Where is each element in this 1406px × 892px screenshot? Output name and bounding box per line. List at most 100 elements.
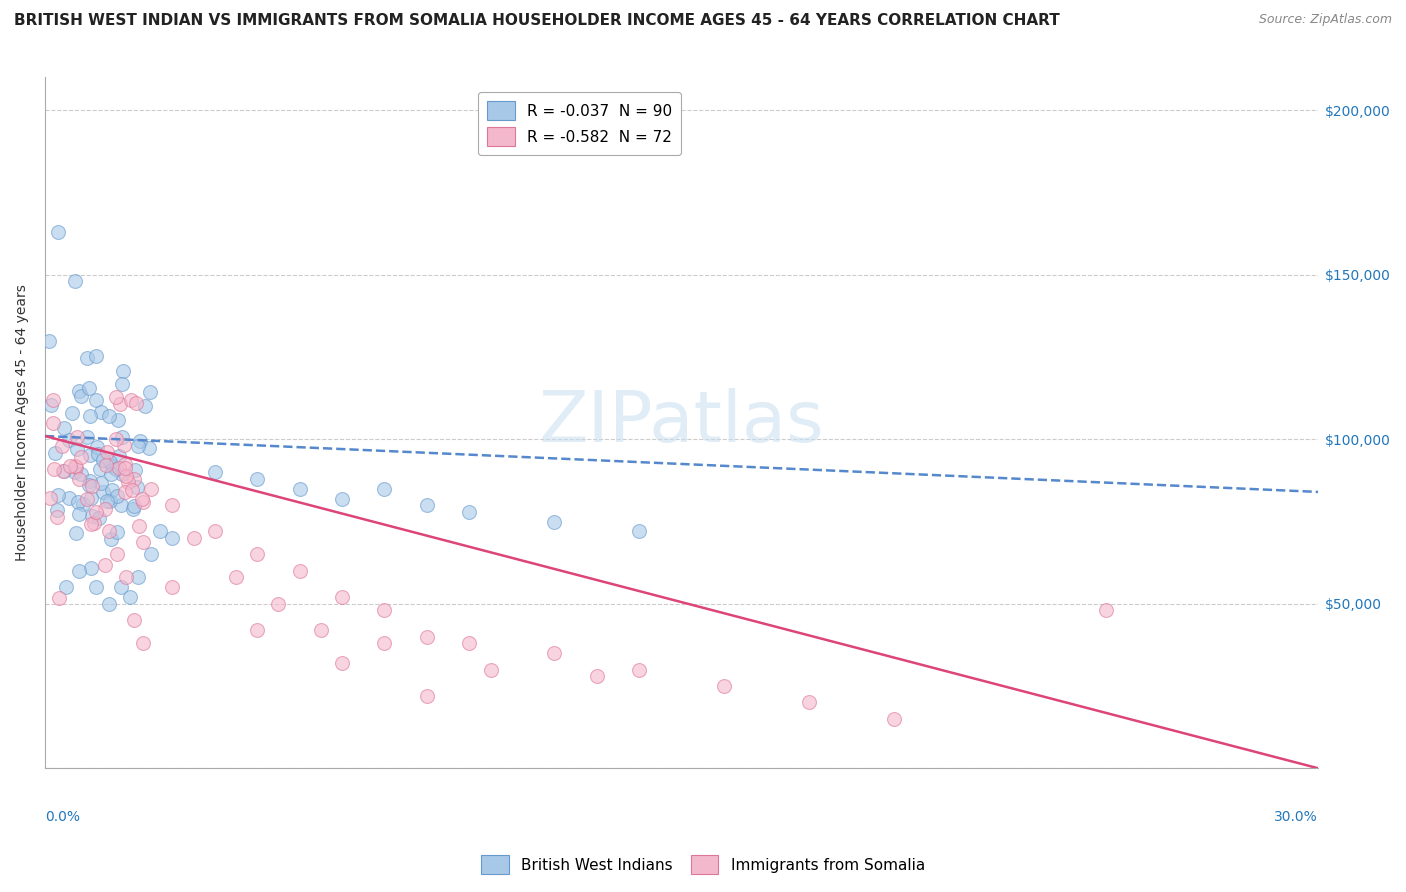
- Point: [131, 636, 153, 650]
- Point: [373, 603, 395, 617]
- Point: [115, 469, 138, 483]
- Point: [97, 524, 120, 539]
- Point: [110, 499, 132, 513]
- Point: [84, 580, 107, 594]
- Point: [80, 479, 103, 493]
- Point: [70, 389, 93, 403]
- Point: [65, 458, 87, 473]
- Point: [67, 472, 90, 486]
- Point: [373, 482, 395, 496]
- Point: [204, 524, 226, 539]
- Point: [373, 636, 395, 650]
- Point: [80, 508, 103, 523]
- Point: [59, 458, 82, 473]
- Point: [138, 441, 160, 455]
- Point: [246, 623, 269, 637]
- Point: [416, 498, 439, 512]
- Point: [330, 656, 353, 670]
- Point: [65, 465, 87, 479]
- Point: [77, 478, 100, 492]
- Point: [77, 382, 100, 396]
- Point: [101, 483, 124, 497]
- Point: [51, 439, 73, 453]
- Point: [87, 447, 110, 461]
- Point: [458, 505, 481, 519]
- Point: [112, 364, 135, 378]
- Point: [124, 463, 146, 477]
- Point: [46, 503, 69, 517]
- Point: [128, 519, 150, 533]
- Point: [39, 398, 62, 412]
- Point: [94, 501, 117, 516]
- Point: [94, 458, 117, 473]
- Point: [458, 636, 481, 650]
- Point: [162, 498, 184, 512]
- Point: [52, 464, 75, 478]
- Point: [138, 384, 160, 399]
- Point: [139, 482, 162, 496]
- Point: [246, 472, 269, 486]
- Point: [46, 225, 69, 239]
- Point: [84, 505, 107, 519]
- Point: [97, 409, 120, 424]
- Point: [66, 442, 89, 456]
- Point: [125, 479, 148, 493]
- Text: 0.0%: 0.0%: [45, 810, 80, 823]
- Point: [118, 591, 141, 605]
- Point: [93, 485, 115, 500]
- Point: [38, 334, 60, 348]
- Point: [67, 495, 90, 509]
- Text: BRITISH WEST INDIAN VS IMMIGRANTS FROM SOMALIA HOUSEHOLDER INCOME AGES 45 - 64 Y: BRITISH WEST INDIAN VS IMMIGRANTS FROM S…: [14, 13, 1060, 29]
- Point: [111, 467, 134, 481]
- Point: [79, 475, 101, 489]
- Point: [585, 669, 607, 683]
- Text: ZIPatlas: ZIPatlas: [538, 388, 824, 458]
- Point: [124, 499, 146, 513]
- Point: [79, 448, 101, 462]
- Point: [67, 384, 90, 399]
- Point: [128, 434, 150, 448]
- Point: [79, 409, 101, 423]
- Point: [309, 623, 332, 637]
- Point: [114, 484, 136, 499]
- Point: [112, 438, 135, 452]
- Point: [65, 460, 87, 475]
- Point: [90, 405, 112, 419]
- Point: [121, 483, 143, 497]
- Point: [114, 457, 136, 471]
- Text: 30.0%: 30.0%: [1274, 810, 1319, 823]
- Point: [89, 462, 111, 476]
- Point: [94, 558, 117, 572]
- Point: [132, 495, 155, 509]
- Point: [45, 509, 67, 524]
- Point: [134, 399, 156, 413]
- Point: [104, 433, 127, 447]
- Point: [48, 591, 70, 606]
- Point: [104, 462, 127, 476]
- Point: [96, 445, 118, 459]
- Point: [105, 548, 128, 562]
- Point: [330, 591, 353, 605]
- Point: [108, 397, 131, 411]
- Point: [69, 450, 91, 464]
- Point: [80, 561, 103, 575]
- Point: [67, 564, 90, 578]
- Point: [105, 489, 128, 503]
- Point: [110, 580, 132, 594]
- Point: [162, 580, 184, 594]
- Point: [132, 534, 155, 549]
- Point: [42, 461, 65, 475]
- Point: [58, 491, 80, 506]
- Point: [98, 455, 121, 469]
- Point: [98, 494, 121, 508]
- Point: [139, 548, 162, 562]
- Point: [183, 531, 205, 545]
- Point: [122, 472, 145, 486]
- Point: [53, 421, 76, 435]
- Point: [90, 476, 112, 491]
- Point: [117, 475, 139, 489]
- Point: [543, 515, 565, 529]
- Point: [111, 430, 134, 444]
- Point: [83, 516, 105, 530]
- Point: [105, 524, 128, 539]
